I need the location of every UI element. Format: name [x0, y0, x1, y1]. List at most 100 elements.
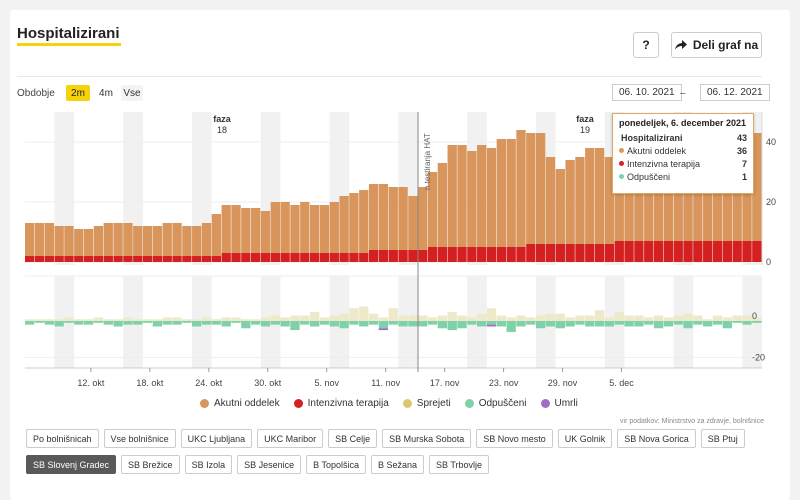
bar-admitted — [241, 319, 251, 321]
bar-discharged — [290, 321, 300, 331]
bar-discharged — [162, 321, 172, 325]
bar-acute — [614, 148, 624, 241]
bar-admitted — [722, 317, 733, 321]
help-button[interactable]: ? — [633, 32, 659, 58]
bar-icu — [162, 256, 172, 262]
hospital-button[interactable]: SB Jesenice — [237, 455, 302, 474]
bar-acute — [742, 154, 752, 241]
hospital-button[interactable]: SB Izola — [184, 455, 233, 474]
x-tick-label: 11. nov — [371, 378, 400, 388]
bar-acute — [201, 223, 212, 256]
bar-discharged — [152, 321, 163, 327]
date-to-input[interactable]: 06. 12. 2021 — [700, 84, 770, 101]
y-tick-label: 20 — [766, 197, 776, 207]
hospital-button[interactable]: B Sežana — [371, 455, 425, 474]
bar-acute — [653, 151, 664, 241]
bar-discharged — [535, 321, 546, 329]
hospital-button[interactable]: UK Golnik — [557, 429, 613, 448]
hospital-button[interactable]: UKC Maribor — [257, 429, 324, 448]
hospital-button[interactable]: SB Novo mesto — [476, 429, 553, 448]
period-2m-button[interactable]: 2m — [66, 85, 90, 101]
bar-admitted — [653, 315, 664, 321]
bar-admitted — [752, 317, 762, 321]
bar-acute — [447, 145, 457, 247]
bar-icu — [309, 253, 320, 262]
bar-icu — [192, 256, 202, 262]
hospital-button[interactable]: SB Trbovlje — [429, 455, 490, 474]
hospital-button[interactable]: UKC Ljubljana — [180, 429, 253, 448]
date-from-input[interactable]: 06. 10. 2021 — [612, 84, 682, 101]
bar-discharged — [496, 321, 507, 327]
bar-icu — [83, 256, 94, 262]
bar-icu — [545, 244, 556, 262]
x-tick-label: 5. dec — [609, 378, 634, 388]
bar-admitted — [732, 315, 742, 321]
bar-icu — [634, 241, 644, 262]
bar-acute — [486, 148, 497, 247]
bar-icu — [34, 256, 45, 262]
bar-acute — [83, 229, 94, 256]
hospital-button[interactable]: SB Murska Sobota — [382, 429, 472, 448]
bar-admitted — [152, 319, 163, 321]
bar-acute — [526, 133, 536, 244]
chart-title: Hospitalizirani — [17, 25, 120, 42]
period-all-button[interactable]: Vse — [121, 85, 143, 101]
legend-item-admitted[interactable]: Sprejeti — [402, 398, 451, 409]
bar-acute — [260, 211, 271, 253]
hospital-button[interactable]: SB Ptuj — [700, 429, 745, 448]
hospital-button[interactable]: Vse bolnišnice — [103, 429, 176, 448]
lower-bars — [25, 306, 762, 332]
bar-admitted — [398, 315, 408, 321]
bar-discharged — [211, 321, 222, 325]
bar-acute — [142, 226, 153, 256]
bar-discharged — [614, 321, 624, 325]
bar-icu — [447, 247, 457, 262]
bar-icu — [408, 250, 418, 262]
bar-discharged — [683, 321, 693, 329]
bar-discharged — [309, 321, 320, 327]
bar-admitted — [693, 315, 703, 321]
phase-18-number: 18 — [217, 125, 227, 135]
bar-discharged — [477, 321, 487, 327]
bar-admitted — [231, 317, 241, 321]
tooltip-row-discharged: Odpuščeni 1 — [619, 170, 747, 183]
hospital-button[interactable]: SB Brežice — [121, 455, 180, 474]
acute-dot-icon — [619, 148, 624, 153]
bar-icu — [54, 256, 64, 262]
bar-icu — [201, 256, 212, 262]
legend-discharged-dot-icon — [464, 399, 474, 408]
bar-admitted — [300, 315, 310, 321]
legend-item-deceased[interactable]: Umrli — [540, 398, 578, 409]
bar-discharged — [221, 321, 231, 327]
bar-discharged — [103, 321, 113, 325]
bar-discharged — [44, 321, 54, 325]
legend-item-icu[interactable]: Intenzivna terapija — [293, 398, 389, 409]
bar-icu — [231, 253, 241, 262]
hospital-button[interactable]: SB Slovenj Gradec — [26, 455, 117, 474]
bar-admitted — [437, 315, 448, 321]
x-tick-label: 24. okt — [195, 378, 223, 388]
bar-admitted — [260, 317, 271, 321]
weekend-band-upper — [329, 112, 340, 265]
bar-discharged — [368, 321, 379, 325]
legend-item-discharged[interactable]: Odpuščeni — [464, 398, 527, 409]
bar-acute — [368, 184, 379, 250]
hospital-button[interactable]: SB Celje — [328, 429, 378, 448]
bar-discharged — [231, 321, 241, 323]
x-tick-label: 12. okt — [77, 378, 105, 388]
period-4m-button[interactable]: 4m — [99, 87, 113, 99]
bar-admitted — [712, 315, 723, 321]
bar-acute — [516, 130, 526, 247]
share-button[interactable]: Deli graf na — [671, 32, 762, 58]
hospital-button[interactable]: SB Nova Gorica — [617, 429, 696, 448]
bar-acute — [231, 205, 241, 253]
bar-icu — [712, 241, 723, 262]
hospital-button[interactable]: B Topolšica — [306, 455, 367, 474]
hospital-button[interactable]: Po bolnišnicah — [26, 429, 99, 448]
period-label: Obdobje — [17, 88, 55, 99]
legend-item-acute[interactable]: Akutni oddelek — [200, 398, 280, 409]
bar-acute — [133, 226, 143, 256]
bar-discharged — [555, 321, 565, 329]
bar-admitted — [201, 317, 212, 321]
chart-legend: Akutni oddelek Intenzivna terapija Sprej… — [200, 398, 578, 409]
